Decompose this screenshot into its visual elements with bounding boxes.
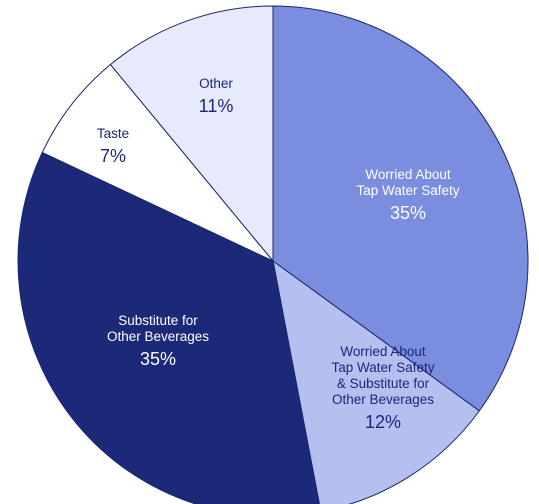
pie-slice [17,151,320,504]
slice-label-text: Other [199,76,233,91]
slice-label: Taste 7% [97,126,129,166]
slice-label-text: Substitute for [118,313,198,328]
slice-label-text: Tap Water Safety [331,360,434,375]
slice-value-label: 35% [140,349,176,369]
slice-value-label: 35% [390,203,426,223]
slice-value-label: 7% [100,146,126,166]
slice-label-text: Other Beverages [107,329,209,344]
pie-slice [109,5,274,263]
pie-slices [17,5,529,504]
slice-label-text: & Substitute for [337,376,430,391]
slice-label-text: Worried About [365,167,451,182]
slice-label: Other 11% [199,76,234,116]
slice-label-text: Tap Water Safety [356,183,459,198]
pie-slice [41,63,274,262]
slice-value-label: 11% [199,96,234,116]
slice-label-text: Worried About [340,344,426,359]
slice-label-text: Other Beverages [332,392,434,407]
pie-slice [272,5,529,412]
slice-value-label: 12% [365,412,401,432]
pie-slice [272,259,480,504]
slice-label-text: Taste [97,126,129,141]
